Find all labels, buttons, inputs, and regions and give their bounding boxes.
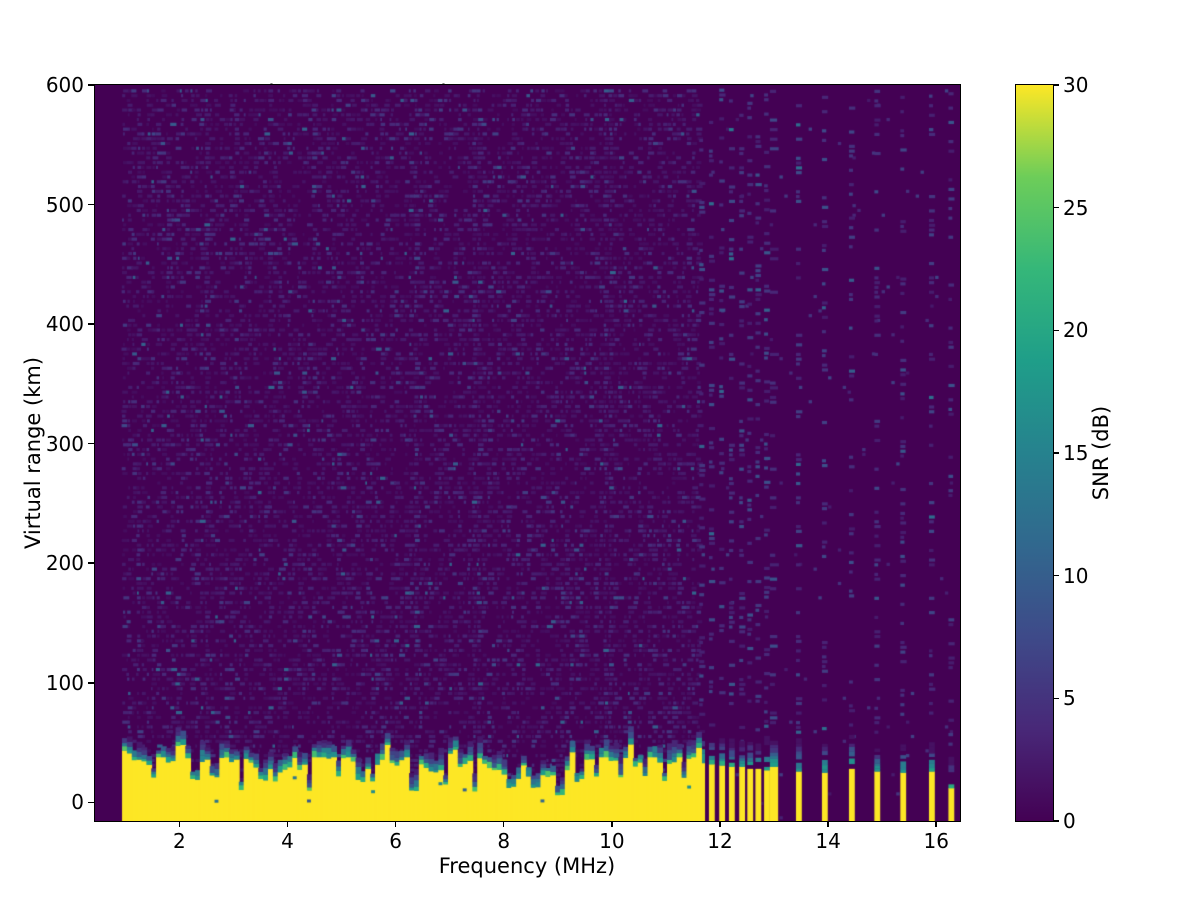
colorbar-tick xyxy=(1054,329,1059,332)
x-tick xyxy=(827,822,829,827)
colorbar-label: SNR (dB) xyxy=(1089,405,1113,501)
y-tick xyxy=(88,801,94,804)
y-tick-label: 0 xyxy=(71,790,84,815)
x-tick xyxy=(935,822,937,827)
y-tick-label: 600 xyxy=(45,73,84,97)
y-tick xyxy=(88,323,94,325)
x-tick-label: 2 xyxy=(172,829,186,853)
y-tick xyxy=(88,84,94,86)
y-tick-label: 300 xyxy=(45,431,84,456)
colorbar-tick xyxy=(1054,84,1059,86)
x-tick xyxy=(719,822,721,827)
y-tick xyxy=(88,442,94,445)
x-tick-label: 12 xyxy=(707,829,733,853)
x-tick-label: 16 xyxy=(923,829,949,853)
y-axis-label: Virtual range (km) xyxy=(21,356,45,550)
colorbar-tick xyxy=(1054,452,1059,454)
y-tick-label: 100 xyxy=(45,670,84,695)
x-tick-label: 10 xyxy=(599,829,625,853)
colorbar-tick-label: 25 xyxy=(1063,195,1089,220)
x-axis-label: Frequency (MHz) xyxy=(438,854,616,878)
colorbar-tick-label: 5 xyxy=(1063,686,1076,711)
y-tick xyxy=(88,203,94,206)
colorbar-tick xyxy=(1054,820,1059,822)
colorbar-gradient xyxy=(1015,84,1054,822)
colorbar-tick xyxy=(1054,697,1059,700)
colorbar-tick-label: 20 xyxy=(1063,318,1089,343)
x-tick xyxy=(502,822,505,827)
x-tick xyxy=(178,822,181,827)
colorbar-tick-label: 0 xyxy=(1063,809,1076,833)
colorbar-tick xyxy=(1054,206,1059,209)
x-tick xyxy=(394,822,397,827)
y-tick xyxy=(88,562,94,564)
colorbar-tick-label: 15 xyxy=(1063,441,1089,465)
x-tick-label: 6 xyxy=(389,829,402,853)
colorbar-tick-label: 10 xyxy=(1063,563,1089,588)
colorbar-tick-label: 30 xyxy=(1063,73,1089,97)
y-tick-label: 400 xyxy=(45,312,84,337)
y-tick-label: 500 xyxy=(45,192,84,217)
x-tick-label: 14 xyxy=(815,829,841,853)
x-tick xyxy=(286,822,289,827)
y-tick xyxy=(88,682,94,684)
y-tick-label: 200 xyxy=(45,551,84,576)
x-tick-label: 4 xyxy=(281,829,294,853)
colorbar-tick xyxy=(1054,574,1059,577)
x-tick-label: 8 xyxy=(497,829,511,853)
x-tick xyxy=(611,822,613,827)
ionogram-heatmap-canvas xyxy=(95,85,960,821)
